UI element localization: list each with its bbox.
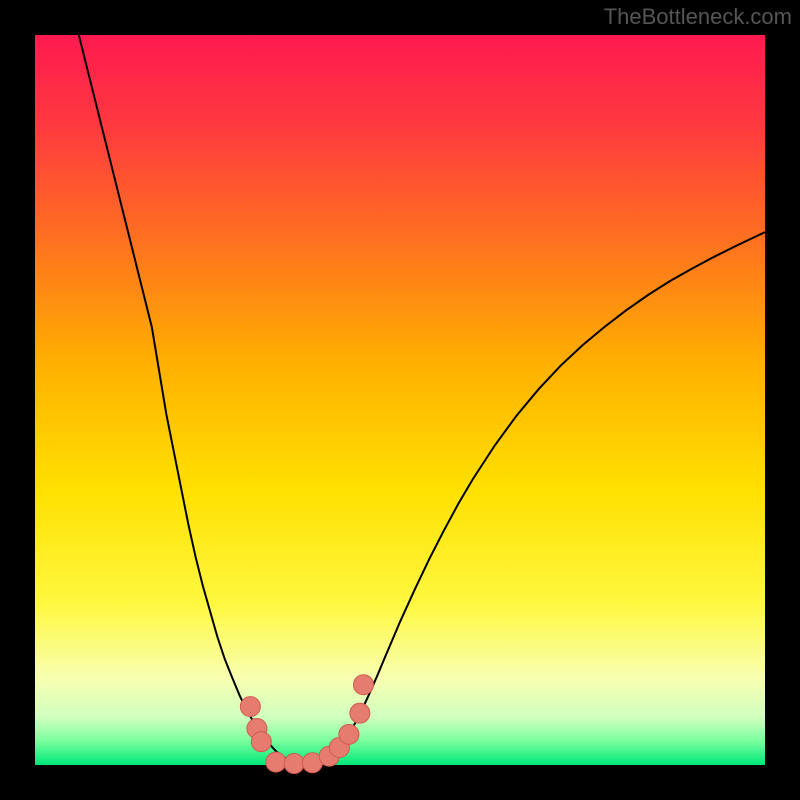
data-marker [350,703,370,723]
data-marker [339,724,359,744]
plot-background [35,35,765,765]
data-marker [266,752,286,772]
data-marker [251,732,271,752]
data-marker [240,697,260,717]
data-marker [354,675,374,695]
bottleneck-chart [0,0,800,800]
watermark-text: TheBottleneck.com [604,4,792,30]
data-marker [284,754,304,774]
